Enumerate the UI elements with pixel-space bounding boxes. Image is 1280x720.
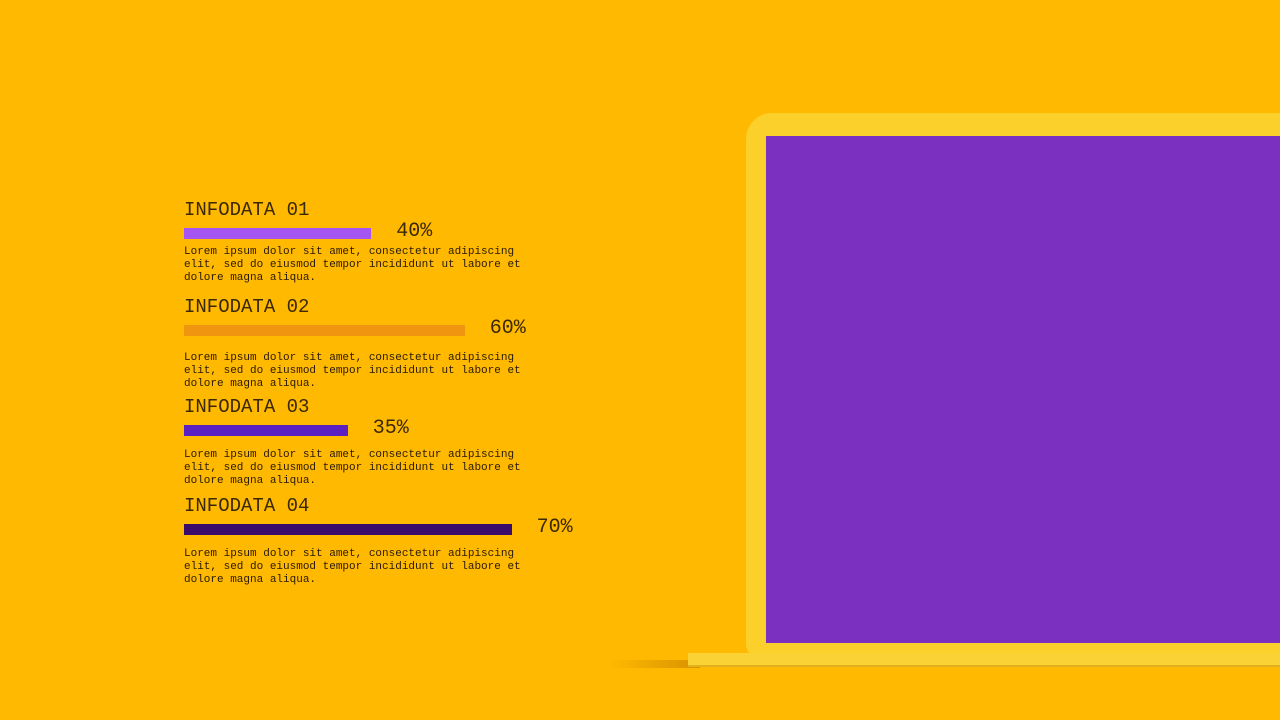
item-title: INFODATA 03 (184, 396, 310, 418)
value-label: 40% (396, 220, 433, 243)
item-title: INFODATA 04 (184, 495, 310, 517)
description: Lorem ipsum dolor sit amet, consectetur … (184, 548, 521, 586)
bar (184, 524, 512, 535)
item-title: INFODATA 01 (184, 199, 310, 221)
value-label: 60% (489, 317, 526, 340)
bar (184, 228, 372, 239)
laptop-base (688, 653, 1280, 667)
laptop-shadow (610, 660, 700, 668)
laptop-screen (766, 136, 1280, 643)
description: Lorem ipsum dolor sit amet, consectetur … (184, 449, 521, 487)
bar (184, 425, 348, 436)
description: Lorem ipsum dolor sit amet, consectetur … (184, 352, 521, 390)
value-label: 35% (372, 417, 409, 440)
item-title: INFODATA 02 (184, 296, 310, 318)
value-label: 70% (536, 516, 573, 539)
description: Lorem ipsum dolor sit amet, consectetur … (184, 246, 521, 284)
bar (184, 325, 465, 336)
